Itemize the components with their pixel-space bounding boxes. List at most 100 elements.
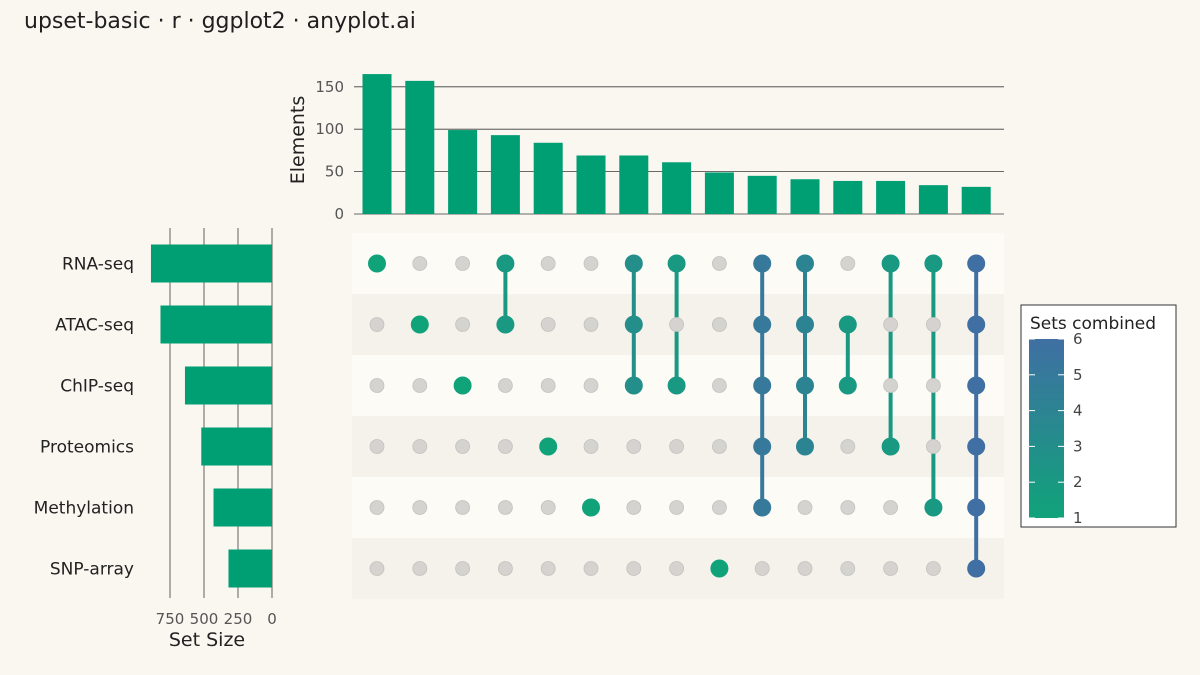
legend-tick-label: 3 xyxy=(1073,437,1083,455)
matrix-dot-inactive xyxy=(840,500,856,515)
matrix-dot-inactive xyxy=(455,500,471,515)
intersection-tick-label: 150 xyxy=(315,78,344,96)
intersection-bar xyxy=(533,142,563,214)
matrix-dot-inactive xyxy=(712,500,727,515)
matrix-dot-inactive xyxy=(669,561,684,576)
matrix-dot-inactive xyxy=(497,500,513,515)
matrix-dot-inactive xyxy=(926,378,941,393)
matrix-dot-inactive xyxy=(369,317,385,332)
matrix-dot-inactive xyxy=(926,561,941,576)
intersection-bar xyxy=(405,80,435,214)
matrix-dot-active xyxy=(967,254,986,273)
set-name-label: Proteomics xyxy=(40,438,134,458)
matrix-dot-active xyxy=(924,254,943,273)
matrix-dot-active xyxy=(753,315,772,334)
matrix-dot-inactive xyxy=(797,500,813,515)
matrix-dot-inactive xyxy=(540,378,556,393)
matrix-dot-inactive xyxy=(926,439,941,454)
intersection-bar xyxy=(704,172,734,214)
legend-colorbar xyxy=(1029,339,1064,518)
matrix-dot-inactive xyxy=(626,439,642,454)
matrix-dot-inactive xyxy=(754,561,770,576)
matrix-dot-inactive xyxy=(497,439,513,454)
matrix-dot-inactive xyxy=(497,378,513,393)
matrix-dot-inactive xyxy=(369,378,385,393)
matrix-dot-inactive xyxy=(712,378,727,393)
matrix-dot-active xyxy=(753,437,772,456)
intersection-bar xyxy=(876,180,906,214)
intersection-bar xyxy=(833,180,863,214)
matrix-dot-active xyxy=(453,376,472,395)
matrix-dot-active xyxy=(881,254,900,273)
matrix-dot-active xyxy=(368,254,386,273)
intersection-tick-label: 0 xyxy=(334,205,344,223)
matrix-dot-inactive xyxy=(883,561,898,576)
matrix-dot-inactive xyxy=(369,500,385,515)
matrix-dot-inactive xyxy=(412,500,428,515)
set-name-label: Methylation xyxy=(34,499,134,519)
set-size-bar xyxy=(150,244,272,283)
matrix-dot-inactive xyxy=(583,317,599,332)
matrix-dot-inactive xyxy=(540,317,556,332)
matrix-dot-active xyxy=(838,376,857,395)
matrix-dot-active xyxy=(753,254,772,273)
matrix-dot-inactive xyxy=(540,561,556,576)
matrix-dot-active xyxy=(667,376,686,395)
matrix-dot-active xyxy=(967,315,986,334)
set-size-bar xyxy=(201,427,272,466)
matrix-dot-active xyxy=(967,498,986,517)
matrix-dot-inactive xyxy=(883,317,898,332)
matrix-dot-active xyxy=(496,254,515,273)
matrix-dot-inactive xyxy=(583,256,599,271)
legend-tick-label: 1 xyxy=(1073,509,1083,527)
matrix-dot-active xyxy=(967,437,986,456)
set-name-label: ATAC-seq xyxy=(55,316,134,336)
matrix-dot-inactive xyxy=(626,561,642,576)
matrix-dot-inactive xyxy=(840,256,856,271)
matrix-dot-inactive xyxy=(455,561,471,576)
matrix-dot-active xyxy=(924,498,943,517)
matrix-dot-inactive xyxy=(540,256,556,271)
set-size-bar xyxy=(160,305,272,344)
legend-tick-label: 5 xyxy=(1073,366,1083,384)
matrix-dot-inactive xyxy=(412,561,428,576)
intersection-bar xyxy=(747,175,777,214)
matrix-dot-inactive xyxy=(926,317,941,332)
matrix-dot-inactive xyxy=(583,439,599,454)
matrix-dot-inactive xyxy=(712,317,727,332)
matrix-dot-active xyxy=(881,437,900,456)
set-name-label: RNA-seq xyxy=(62,255,134,275)
intersection-tick-label: 100 xyxy=(315,120,344,138)
intersection-bar xyxy=(576,155,606,214)
matrix-dot-active xyxy=(967,559,986,578)
matrix-dot-active xyxy=(624,376,643,395)
set-size-tick-label: 250 xyxy=(224,610,253,628)
intersection-axis-label: Elements xyxy=(287,96,309,185)
matrix-dot-inactive xyxy=(412,256,428,271)
matrix-dot-inactive xyxy=(583,378,599,393)
matrix-dot-active xyxy=(796,315,814,334)
intersection-size-bars: 0 50 100 150 Elements xyxy=(287,74,1004,223)
sets-combined-legend: Sets combined 1 2 3 4 5 6 xyxy=(1020,304,1177,528)
matrix-dot-active xyxy=(496,315,515,334)
intersection-tick-label: 50 xyxy=(325,163,344,181)
matrix-dot-inactive xyxy=(540,500,556,515)
matrix-dot-inactive xyxy=(669,317,684,332)
matrix-dot-active xyxy=(796,254,814,273)
matrix-dot-active xyxy=(796,437,814,456)
legend-tick-label: 4 xyxy=(1073,402,1083,420)
matrix-dot-active xyxy=(582,498,600,517)
matrix-dot-inactive xyxy=(369,561,385,576)
matrix-dot-inactive xyxy=(712,439,727,454)
matrix-dot-active xyxy=(838,315,857,334)
set-size-bars: 750 500 250 0 Set Size RNA-seq ATAC-seq ChIP-se… xyxy=(34,228,277,651)
matrix-dot-inactive xyxy=(883,378,898,393)
chart-title: upset-basic · r · ggplot2 · anyplot.ai xyxy=(24,9,416,34)
matrix-dot-inactive xyxy=(626,500,642,515)
matrix-dot-inactive xyxy=(669,439,684,454)
legend-tick-label: 6 xyxy=(1073,330,1083,348)
set-size-tick-label: 0 xyxy=(267,610,277,628)
matrix-dot-active xyxy=(539,437,558,456)
matrix-dot-inactive xyxy=(840,439,856,454)
